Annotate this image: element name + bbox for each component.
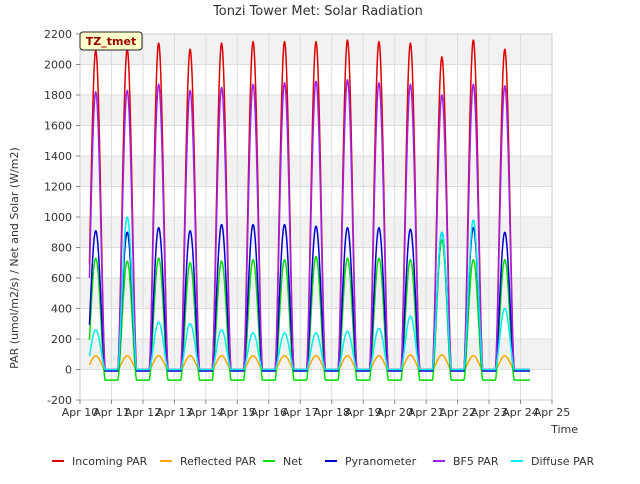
series-line — [88, 216, 531, 371]
x-tick-label: Apr 15 — [219, 406, 256, 419]
y-tick-label: -200 — [47, 394, 72, 407]
legend-label: Pyranometer — [345, 455, 417, 468]
y-axis-ticks: -200 0 200 400 600 800 1000 1200 1400 1600 1800 200… — [44, 28, 80, 407]
y-tick-label: 1000 — [44, 211, 72, 224]
legend-label: Diffuse PAR — [531, 455, 595, 468]
y-tick-label: 800 — [51, 242, 72, 255]
series-line — [88, 223, 531, 372]
legend: Incoming PAR Reflected PAR Net Pyranometer B… — [52, 455, 595, 468]
y-tick-label: 1400 — [44, 150, 72, 163]
series-line — [88, 239, 531, 381]
chart-title: Tonzi Tower Met: Solar Radiation — [212, 4, 423, 19]
band — [80, 156, 552, 187]
x-tick-label: Apr 22 — [439, 406, 476, 419]
y-tick-label: 200 — [51, 333, 72, 346]
band — [80, 64, 552, 95]
y-tick-label: 600 — [51, 272, 72, 285]
x-tick-label: Apr 13 — [156, 406, 193, 419]
x-tick-label: Apr 25 — [534, 406, 571, 419]
legend-label: Net — [283, 455, 303, 468]
x-tick-label: Apr 17 — [282, 406, 319, 419]
band — [80, 186, 552, 217]
background-bands — [80, 34, 552, 400]
band — [80, 278, 552, 309]
legend-label: Reflected PAR — [180, 455, 257, 468]
band — [80, 369, 552, 400]
y-axis-label: PAR (umol/m2/s) / Net and Solar (W/m2) — [8, 147, 21, 369]
x-tick-label: Apr 14 — [188, 406, 225, 419]
y-tick-label: 1600 — [44, 120, 72, 133]
legend-label: BF5 PAR — [453, 455, 499, 468]
x-tick-label: Apr 12 — [125, 406, 162, 419]
annotation-box-bg — [79, 31, 143, 51]
gridlines — [79, 33, 553, 401]
x-tick-label: Apr 11 — [93, 406, 130, 419]
band — [80, 34, 552, 65]
y-tick-label: 2200 — [44, 28, 72, 41]
x-tick-label: Apr 18 — [313, 406, 350, 419]
band — [80, 95, 552, 126]
x-tick-label: Apr 19 — [345, 406, 382, 419]
band — [80, 339, 552, 370]
y-tick-label: 1200 — [44, 181, 72, 194]
y-tick-label: 400 — [51, 303, 72, 316]
x-tick-label: Apr 20 — [376, 406, 413, 419]
annotation-text: TZ_tmet — [86, 35, 136, 48]
band — [80, 247, 552, 278]
band — [80, 125, 552, 156]
x-axis-label: Time — [550, 423, 578, 436]
x-tick-label: Apr 23 — [471, 406, 508, 419]
y-tick-label: 2000 — [44, 59, 72, 72]
band — [80, 308, 552, 339]
series-layer — [88, 39, 531, 381]
tz-tmet-annotation: TZ_tmet — [79, 31, 143, 51]
x-tick-label: Apr 21 — [408, 406, 445, 419]
x-tick-label: Apr 16 — [251, 406, 288, 419]
x-tick-label: Apr 10 — [62, 406, 99, 419]
x-tick-label: Apr 24 — [502, 406, 539, 419]
y-tick-label: 0 — [65, 364, 72, 377]
y-tick-label: 1800 — [44, 89, 72, 102]
legend-label: Incoming PAR — [72, 455, 148, 468]
band — [80, 217, 552, 248]
